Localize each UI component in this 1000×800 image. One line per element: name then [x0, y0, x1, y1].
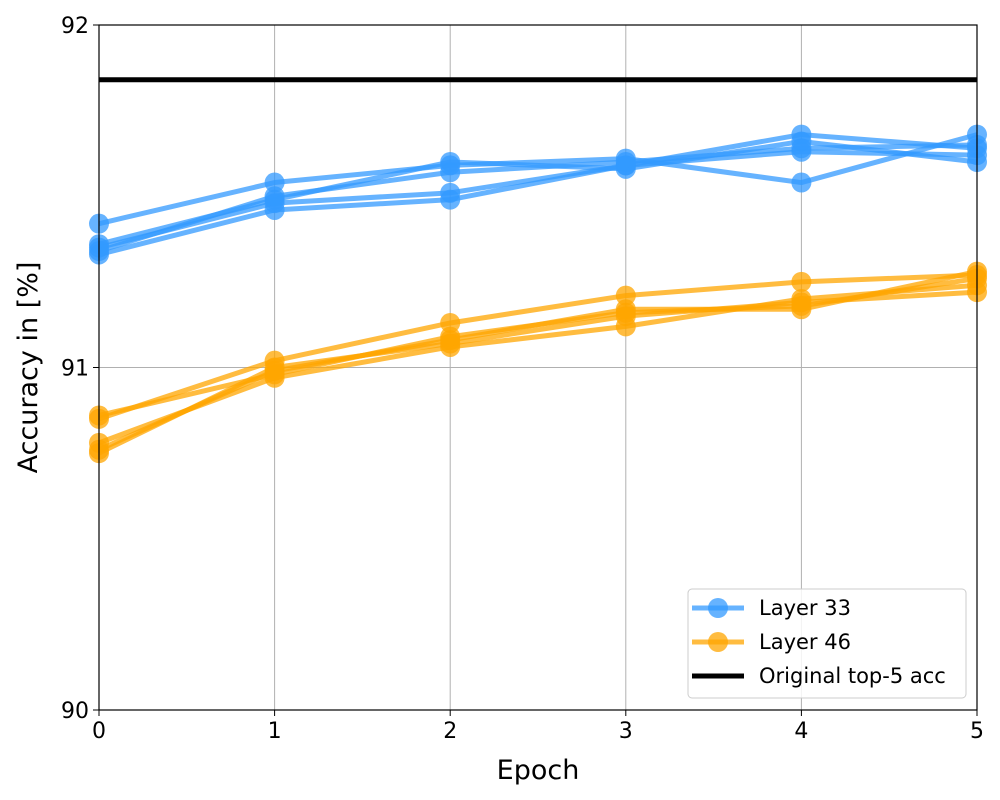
y-tick-label: 92: [61, 14, 89, 39]
y-tick-label: 90: [61, 699, 89, 724]
series-line-group-1-run-4: [97, 289, 978, 456]
legend-box: [687, 588, 967, 699]
data-point-group-0-run-0-x-4: [791, 172, 812, 193]
x-tick-label: 3: [619, 719, 633, 744]
legend-label-1: Layer 46: [759, 630, 851, 654]
legend-marker-0: [708, 598, 728, 618]
legend-marker-1: [708, 632, 728, 652]
x-tick-label: 2: [443, 719, 457, 744]
legend-label-0: Layer 33: [759, 596, 851, 620]
series-line-group-0-run-0: [98, 132, 978, 227]
data-point-group-1-run-4-x-4: [791, 292, 812, 313]
legend: Layer 33 Layer 46 Original top-5 acc: [687, 588, 967, 699]
data-point-group-1-run-0-x-3: [615, 285, 636, 306]
x-tick-label: 0: [92, 719, 106, 744]
series-layer: [89, 77, 987, 464]
x-tick-label: 1: [268, 719, 282, 744]
series-line-group-1-run-2: [98, 282, 978, 446]
data-point-group-0-run-4-x-4: [791, 138, 812, 159]
data-point-group-0-run-4-x-2: [440, 162, 461, 183]
x-axis-label: Epoch: [497, 755, 580, 786]
axes: 0 1 2 3 4 5 90 91 92 Epoch Accuracy in [%]: [13, 14, 984, 786]
data-point-group-0-run-4-x-1: [264, 186, 285, 207]
data-point-group-1-run-4-x-1: [264, 357, 285, 378]
data-point-group-1-run-0-x-2: [440, 312, 461, 333]
x-tick-label: 4: [794, 719, 808, 744]
series-line-group-0-run-3: [98, 149, 978, 251]
data-point-group-1-run-0-x-4: [791, 271, 812, 292]
legend-label-2: Original top-5 acc: [759, 664, 946, 688]
data-point-group-0-run-0-x-1: [264, 172, 285, 193]
y-axis-label: Accuracy in [%]: [13, 262, 44, 474]
data-point-group-0-run-2-x-4: [791, 124, 812, 145]
x-tick-label: 5: [970, 719, 984, 744]
data-point-group-0-run-4-x-3: [615, 152, 636, 172]
series-line-group-0-run-4: [98, 142, 978, 254]
data-point-group-1-run-4-x-2: [440, 333, 461, 354]
data-point-group-0-run-3-x-2: [440, 182, 461, 203]
y-tick-label: 91: [61, 357, 89, 382]
data-point-group-1-run-4-x-3: [615, 306, 636, 327]
series-line-group-0-run-2: [98, 132, 978, 257]
series-line-group-1-run-0: [98, 272, 978, 422]
